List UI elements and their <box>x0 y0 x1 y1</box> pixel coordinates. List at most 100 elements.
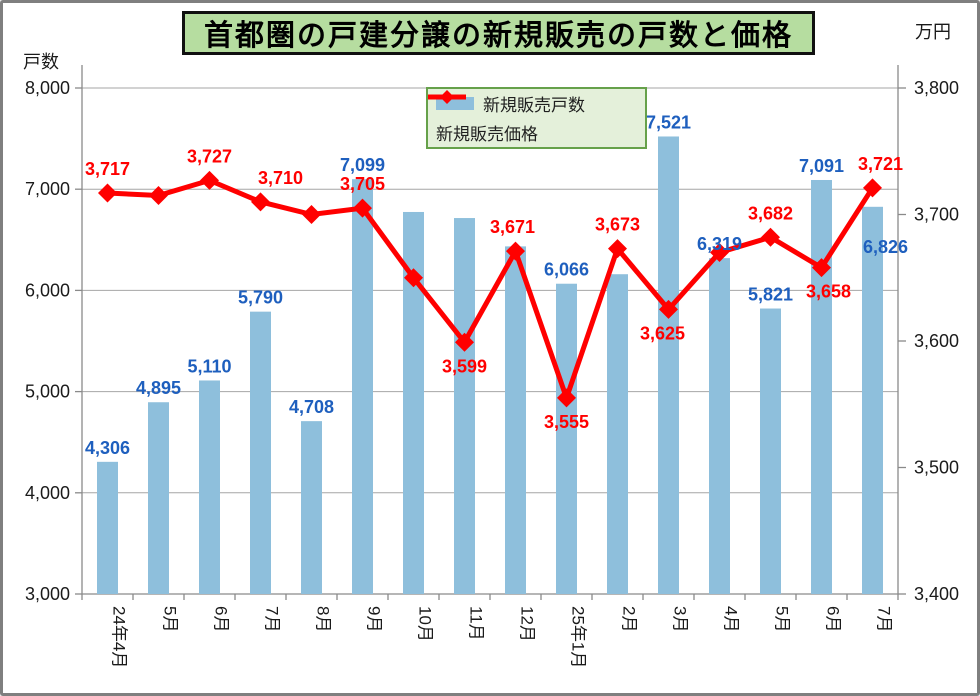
diamond-marker <box>251 192 270 212</box>
category-label: 3月 <box>671 606 690 632</box>
right-tick-label: 3,800 <box>914 78 959 98</box>
bar <box>352 179 373 594</box>
category-label: 4月 <box>722 606 741 632</box>
legend-label-price: 新規販売価格 <box>436 125 538 144</box>
category-label: 7月 <box>875 606 894 632</box>
line-data-label: 3,599 <box>442 356 487 376</box>
line-data-label: 3,671 <box>490 217 535 237</box>
category-label: 6月 <box>824 606 843 632</box>
legend: 新規販売戸数 新規販売価格 <box>426 87 647 149</box>
diamond-marker <box>302 205 321 224</box>
bar-data-label: 5,110 <box>187 356 231 376</box>
bar-data-label: 4,708 <box>289 397 334 417</box>
category-label: 10月 <box>416 606 435 642</box>
bar <box>454 218 475 595</box>
left-tick-label: 8,000 <box>25 78 70 98</box>
chart-title: 首都圏の戸建分譲の新規販売の戸数と価格 <box>182 11 815 55</box>
legend-item-price: 新規販売価格 <box>428 90 637 145</box>
line-data-labels: 3,717 3,727 3,710 3,705 3,599 3,671 3,555 3,673… <box>85 146 903 432</box>
diamond-marker <box>761 227 780 247</box>
line-data-label: 3,555 <box>544 412 589 432</box>
right-tick-label: 3,500 <box>914 458 959 478</box>
diamond-marker <box>455 332 474 352</box>
line-data-label: 3,710 <box>258 168 303 188</box>
bar-data-label: 7,099 <box>340 155 385 175</box>
bar-data-label: 7,521 <box>646 112 691 132</box>
line-series-swatch <box>428 90 466 104</box>
bar-data-label: 7,091 <box>799 156 844 176</box>
diamond-marker <box>863 178 882 198</box>
diamond-marker <box>710 242 729 262</box>
category-label: 24年4月 <box>110 606 129 668</box>
diamond-marker <box>506 241 525 261</box>
category-label: 8月 <box>314 606 333 632</box>
bar <box>403 211 424 594</box>
line-data-label: 3,673 <box>595 215 640 235</box>
diamond-marker <box>98 183 117 203</box>
left-tick-label: 7,000 <box>25 179 70 199</box>
diamond-marker <box>812 258 831 278</box>
bar-series <box>97 136 883 595</box>
diamond-marker <box>659 299 678 319</box>
left-tick-label: 3,000 <box>25 584 70 604</box>
bar <box>862 206 883 594</box>
diamond-marker-icon <box>440 90 454 104</box>
right-tick-label: 3,600 <box>914 331 959 351</box>
legend-item-units: 新規販売戸数 <box>436 92 637 116</box>
line-data-label: 3,658 <box>806 282 851 302</box>
bar <box>301 421 322 594</box>
bar-data-label: 6,319 <box>697 234 742 254</box>
category-label: 9月 <box>365 606 384 632</box>
category-label: 5月 <box>773 606 792 632</box>
category-labels: 24年4月 5月 6月 7月 8月 9月 10月 11月 12月 25年1月 2月 3月 4月 5月 6月 7… <box>110 606 894 668</box>
category-label: 7月 <box>263 606 282 632</box>
category-label: 11月 <box>467 606 486 641</box>
line-data-label: 3,721 <box>858 154 903 174</box>
diamond-marker <box>608 239 627 259</box>
bar-data-label: 5,790 <box>238 288 283 308</box>
tick-labels: 8,000 7,000 6,000 5,000 4,000 3,000 3,800 3,700… <box>25 78 959 604</box>
left-axis-unit-label: 戸数 <box>23 52 59 72</box>
bar-data-label: 6,066 <box>544 260 589 280</box>
legend-label-units: 新規販売戸数 <box>483 96 585 115</box>
bar <box>607 274 628 594</box>
line-data-label: 3,727 <box>187 146 232 166</box>
category-label: 6月 <box>212 606 231 632</box>
bar <box>556 283 577 594</box>
category-label: 5月 <box>161 606 180 632</box>
bar-data-label: 4,895 <box>136 378 181 398</box>
line-series <box>98 170 882 408</box>
bar-data-label: 6,826 <box>863 237 908 257</box>
right-tick-label: 3,700 <box>914 205 959 225</box>
left-tick-label: 4,000 <box>25 483 70 503</box>
line-data-label: 3,625 <box>640 323 685 343</box>
line-data-label: 3,705 <box>340 174 385 194</box>
combo-chart-canvas: 8,000 7,000 6,000 5,000 4,000 3,000 3,800 3,700… <box>25 65 959 668</box>
bar <box>250 311 271 594</box>
diamond-marker <box>149 186 168 206</box>
bar <box>97 461 118 594</box>
left-tick-label: 6,000 <box>25 280 70 300</box>
category-label: 25年1月 <box>569 606 588 668</box>
diamond-marker <box>353 198 372 218</box>
line-data-label: 3,682 <box>748 203 793 223</box>
right-axis-unit-label: 万円 <box>915 22 951 42</box>
bar-data-labels: 4,306 4,895 5,110 5,790 4,708 7,099 6,066 7,521… <box>85 112 908 457</box>
bar <box>148 402 169 594</box>
diamond-marker <box>200 170 219 190</box>
price-line <box>107 177 875 406</box>
left-tick-label: 5,000 <box>25 382 70 402</box>
bar <box>709 258 730 594</box>
bar <box>658 136 679 594</box>
category-label: 2月 <box>620 606 639 632</box>
bar-data-label: 4,306 <box>85 438 130 458</box>
bar <box>760 308 781 594</box>
right-tick-label: 3,400 <box>914 584 959 604</box>
chart-title-text: 首都圏の戸建分譲の新規販売の戸数と価格 <box>203 20 793 52</box>
diamond-marker <box>404 268 423 288</box>
bar <box>199 380 220 594</box>
bar <box>505 246 526 595</box>
line-data-label: 3,717 <box>85 159 130 179</box>
bar-data-label: 5,821 <box>748 285 793 305</box>
